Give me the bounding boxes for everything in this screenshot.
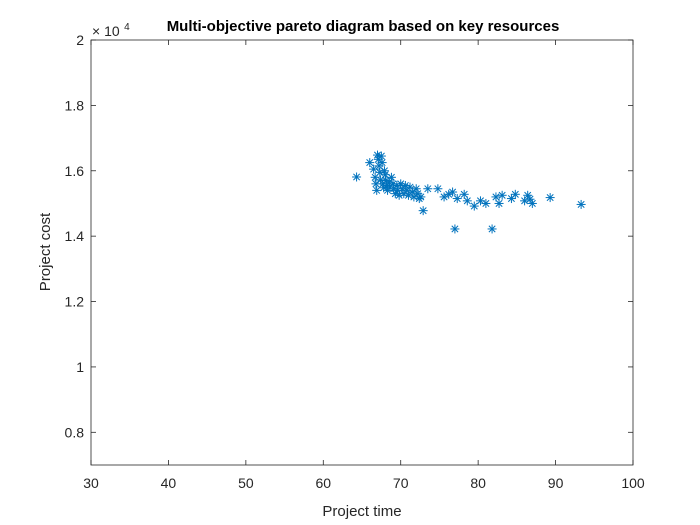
points-layer [352,150,586,234]
data-point [452,194,462,204]
data-point [439,192,449,202]
data-point [418,206,428,216]
data-point [576,199,586,209]
data-point [459,189,469,199]
x-tick-label: 100 [621,475,645,491]
y-tick-label: 2 [76,32,84,48]
y-axis-label: Project cost [37,212,54,291]
data-point [494,198,504,208]
data-point [527,198,537,208]
data-point [369,164,379,174]
x-tick-label: 80 [470,475,486,491]
x-tick-label: 70 [393,475,409,491]
data-point [433,184,443,194]
y-exponent-power: 4 [124,22,130,33]
y-tick-label: 1.4 [65,228,85,244]
data-point [377,158,387,168]
x-tick-label: 40 [161,475,177,491]
y-tick-label: 1.6 [65,163,85,179]
y-tick-label: 1 [76,359,84,375]
x-tick-label: 90 [548,475,564,491]
data-point [487,224,497,234]
chart-title: Multi-objective pareto diagram based on … [167,18,560,35]
x-tick-label: 30 [83,475,99,491]
data-point [450,224,460,234]
data-point [462,196,472,206]
data-point [376,151,386,161]
ticks-layer: 30 40 50 60 70 80 90 100 0.8 1 1.2 1.4 1.6 1.8 2 [65,32,645,491]
data-point [506,194,516,204]
x-axis-label: Project time [322,503,401,520]
data-point [545,193,555,203]
y-tick-label: 1.8 [65,97,85,113]
plot-area [90,39,634,466]
data-point [352,172,362,182]
data-point [372,185,382,195]
y-tick-label: 1.2 [65,294,85,310]
data-point [448,187,458,197]
x-tick-label: 60 [315,475,331,491]
y-tick-label: 0.8 [65,424,85,440]
data-point [525,194,535,204]
data-point [416,192,426,202]
data-point [365,158,375,168]
data-point [386,172,396,182]
data-point [481,198,491,208]
data-point [423,184,433,194]
y-exponent-label: × 10 4 [92,22,130,40]
data-point [497,190,507,200]
x-tick-label: 50 [238,475,254,491]
y-exponent-base: × 10 [92,23,120,39]
data-point [510,189,520,199]
data-point [469,201,479,211]
